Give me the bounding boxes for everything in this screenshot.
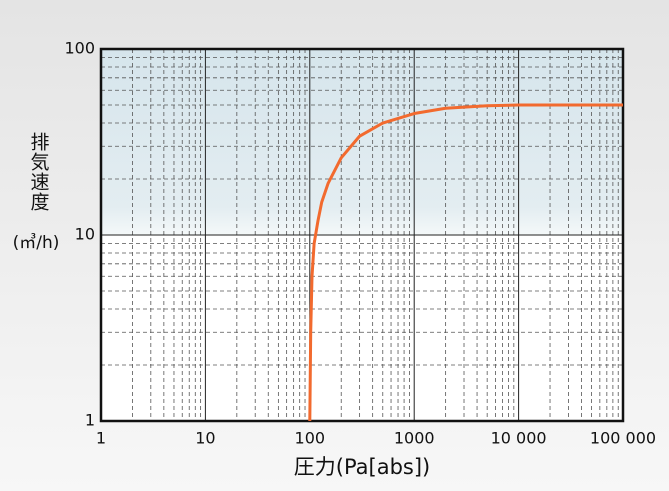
data-line bbox=[308, 103, 623, 422]
plot-border bbox=[99, 47, 625, 423]
y-tick-label: 1 bbox=[85, 411, 95, 430]
y-tick-label: 10 bbox=[75, 225, 95, 244]
x-tick-label: 10 bbox=[195, 429, 215, 448]
y-axis-unit: (㎥/h) bbox=[13, 233, 60, 253]
x-tick-label: 1000 bbox=[394, 429, 435, 448]
x-tick-label: 100 bbox=[295, 429, 326, 448]
y-axis-label: 排気速度 bbox=[28, 132, 50, 212]
x-axis-label: 圧力(Pa[abs]) bbox=[294, 455, 431, 479]
x-tick-label: 10 000 bbox=[491, 429, 547, 448]
shaded-band bbox=[101, 49, 623, 235]
x-tick-label: 100 000 bbox=[590, 429, 656, 448]
x-tick-label: 1 bbox=[96, 429, 106, 448]
y-tick-label: 100 bbox=[64, 39, 95, 58]
